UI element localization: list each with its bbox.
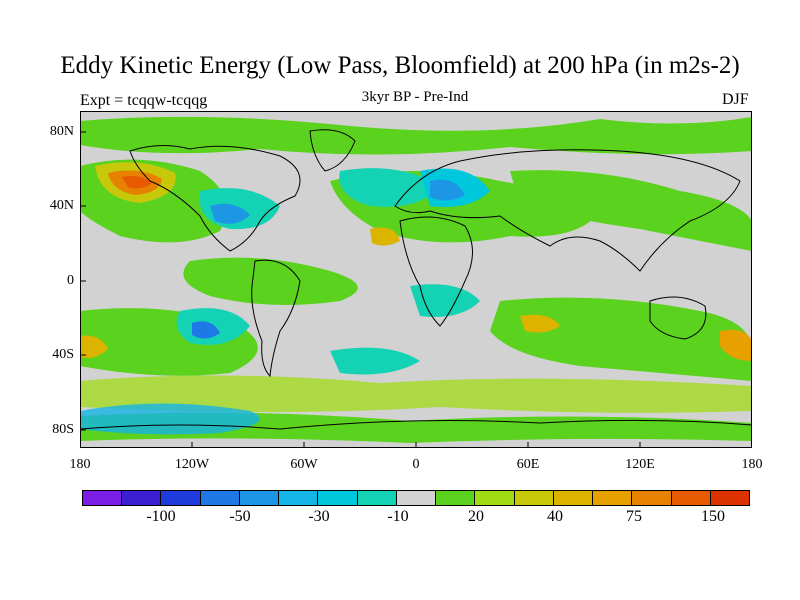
season-label: DJF — [722, 91, 749, 108]
contour-yellow-sepac — [80, 335, 108, 358]
lon-label-0: 0 — [412, 457, 420, 472]
colorbar-swatch — [83, 491, 123, 505]
coast-greenland — [309, 129, 356, 172]
lon-label-120e: 120E — [625, 457, 655, 472]
coast-south-america — [251, 259, 301, 378]
colorbar-label: -100 — [146, 508, 176, 525]
plot-title: Eddy Kinetic Energy (Low Pass, Bloomfiel… — [60, 52, 740, 79]
coast-australia — [649, 296, 707, 340]
colorbar-swatch — [475, 491, 515, 505]
period-label: 3kyr BP - Pre-Ind — [361, 89, 469, 105]
contour-yellow-sio — [520, 314, 560, 333]
coast-north-america — [129, 145, 301, 252]
colorbar-swatch — [396, 491, 437, 505]
contour-green-asia — [510, 170, 752, 251]
contour-cyan-7 — [330, 347, 420, 375]
colorbar-swatch — [632, 491, 672, 505]
lon-label-180e: 180 — [741, 457, 763, 472]
colorbar-swatch — [239, 491, 280, 505]
map-panel — [80, 111, 752, 448]
lon-label-180w: 180 — [69, 457, 91, 472]
contour-blue-3 — [192, 321, 220, 339]
contour-green-south — [80, 375, 752, 413]
axis-ticks — [80, 131, 641, 448]
lon-label-60w: 60W — [290, 457, 318, 472]
lat-label-40n: 40N — [49, 198, 74, 213]
colorbar-label: 75 — [626, 508, 642, 525]
colorbar-label: -50 — [229, 508, 251, 525]
coast-eurasia — [394, 149, 741, 272]
lon-label-120w: 120W — [174, 457, 210, 472]
contour-fill-layer — [80, 116, 752, 443]
colorbar-swatch — [279, 491, 319, 505]
colorbar-swatch — [161, 491, 201, 505]
colorbar-swatch — [200, 491, 240, 505]
colorbar-swatch — [122, 491, 162, 505]
colorbar-swatch — [514, 491, 554, 505]
colorbar-swatch — [671, 491, 711, 505]
colorbar-label: 150 — [701, 508, 725, 525]
contour-blue-2 — [430, 179, 465, 201]
contour-red-npac — [122, 175, 152, 189]
contour-green-sio — [490, 297, 752, 381]
colorbar-label: -30 — [308, 508, 330, 525]
contour-green-tropics — [183, 257, 358, 305]
colorbar-swatch — [710, 491, 749, 505]
contour-yellow-natl — [370, 227, 400, 246]
colorbar-swatch — [436, 491, 476, 505]
contour-cyan-2 — [339, 168, 440, 207]
coastline-layer — [80, 129, 752, 430]
lat-label-80n: 80N — [49, 124, 74, 139]
colorbar-label: 40 — [547, 508, 563, 525]
contour-blue-1 — [210, 203, 250, 224]
contour-green-arctic — [80, 116, 752, 155]
lon-label-60e: 60E — [516, 457, 540, 472]
colorbar-swatch — [593, 491, 633, 505]
coast-antarctica — [80, 419, 752, 430]
colorbar-label: 20 — [468, 508, 484, 525]
lat-label-eq: 0 — [67, 273, 74, 288]
colorbar-swatch — [357, 491, 397, 505]
lat-label-40s: 40S — [52, 347, 74, 362]
colorbar-label: -10 — [387, 508, 409, 525]
contour-yellow-swpac — [720, 329, 752, 361]
coast-africa — [399, 216, 473, 327]
experiment-label: Expt = tcqqw-tcqqg — [80, 92, 208, 109]
colorbar-swatch — [318, 491, 358, 505]
lat-label-80s: 80S — [52, 422, 74, 437]
colorbar — [82, 490, 750, 506]
colorbar-swatch — [553, 491, 594, 505]
